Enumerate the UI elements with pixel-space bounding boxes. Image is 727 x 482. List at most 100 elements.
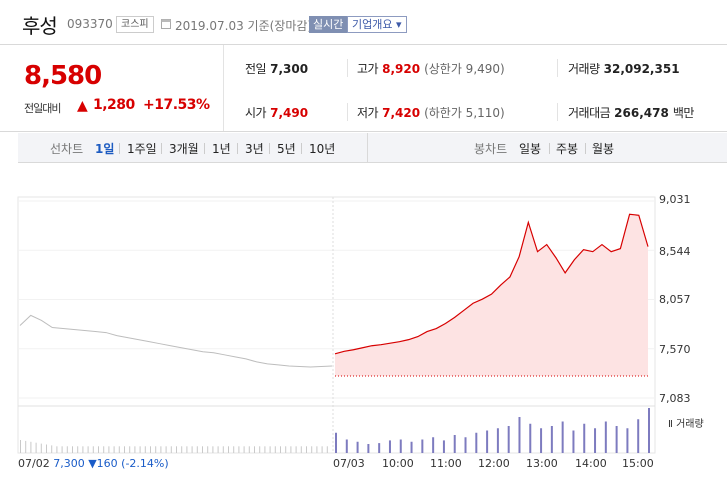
open-value: 7,490	[270, 106, 309, 120]
prev-volume-bar	[207, 446, 209, 453]
y-tick-label: 8,544	[659, 245, 691, 258]
upper-limit: (상한가 9,490)	[424, 62, 505, 76]
volume-bar	[486, 430, 489, 453]
prev-volume-bar	[238, 446, 240, 453]
prev-volume-bar	[108, 446, 110, 453]
prev-volume-bar	[280, 446, 281, 453]
prev-volume-bar	[259, 446, 261, 453]
amount-cell: 거래대금 266,478 백만	[568, 106, 694, 120]
volume-bar	[442, 440, 445, 453]
prev-volume-bar	[316, 446, 318, 453]
change-rate: +17.53%	[143, 97, 210, 113]
prev-volume-bar	[61, 446, 63, 453]
prev-volume-bar	[40, 443, 42, 453]
company-overview-button[interactable]: 기업개요 ▾	[347, 16, 407, 33]
price-area-fill	[335, 214, 648, 377]
volume-bar	[507, 426, 510, 453]
volume-bar	[529, 423, 532, 453]
volume-bar	[367, 444, 370, 453]
prev-volume-bar	[56, 446, 58, 453]
prev-volume-bar	[233, 446, 235, 453]
volume-bar	[561, 421, 564, 453]
volume-bar	[356, 441, 359, 453]
volume-bar	[388, 440, 391, 453]
volume-bar	[583, 423, 586, 453]
low-cell: 저가 7,420 (하한가 5,110)	[357, 106, 505, 120]
prev-volume-bar	[160, 446, 162, 453]
divider	[557, 103, 558, 121]
prev-volume-bar	[165, 446, 167, 453]
tab-monthly-candle[interactable]: 월봉	[592, 142, 615, 156]
prev-volume-bar	[20, 440, 21, 453]
stock-code: 093370	[67, 17, 113, 31]
prev-volume-bar	[51, 445, 53, 453]
prev-volume-bar	[202, 446, 203, 453]
prev-day-price-line	[19, 314, 333, 368]
tab-1week[interactable]: 1주일	[127, 142, 157, 156]
prev-volume-bar	[248, 446, 250, 453]
prev-volume-bar	[103, 446, 105, 453]
current-price-box: 8,580 전일대비 ▲ 1,280 +17.53%	[18, 45, 224, 131]
tab-separator	[269, 143, 270, 154]
volume-bar	[550, 426, 553, 453]
tab-1year[interactable]: 1년	[212, 142, 231, 156]
volume-legend: Ⅱ 거래량	[668, 419, 704, 430]
high-cell: 고가 8,920 (상한가 9,490)	[357, 62, 505, 76]
tab-5years[interactable]: 5년	[277, 142, 296, 156]
x-tick-label: 07/03	[333, 457, 365, 470]
prev-volume-bar	[254, 446, 255, 453]
y-tick-label: 8,057	[659, 293, 691, 306]
volume-bar	[594, 428, 597, 453]
prev-close-value: 7,300	[270, 62, 309, 76]
prev-volume-bar	[150, 446, 151, 453]
prev-volume-bar	[191, 446, 193, 453]
lower-limit: (하한가 5,110)	[424, 106, 505, 120]
prev-volume-bar	[311, 446, 313, 453]
volume-legend-icon: Ⅱ	[668, 419, 673, 430]
prev-volume-bar	[306, 446, 307, 453]
x-tick-label: 15:00	[622, 457, 654, 470]
up-arrow-icon: ▲	[77, 98, 88, 114]
current-price: 8,580	[24, 61, 102, 91]
realtime-button[interactable]: 실시간	[309, 16, 348, 33]
price-line	[334, 213, 649, 355]
prev-volume-bar	[176, 446, 177, 453]
prev-volume-bar	[243, 446, 245, 453]
tab-daily-candle[interactable]: 일봉	[519, 142, 542, 156]
prev-volume-bar	[196, 446, 198, 453]
volume-bar	[496, 428, 499, 453]
prev-volume-bar	[228, 446, 229, 453]
tab-weekly-candle[interactable]: 주봉	[556, 142, 579, 156]
prev-volume-bar	[186, 446, 188, 453]
tab-10years[interactable]: 10년	[309, 142, 336, 156]
prev-volume-bar	[300, 446, 302, 453]
chart-canvas	[17, 196, 656, 454]
prev-volume-bar	[92, 446, 94, 453]
tab-1day[interactable]: 1일	[95, 142, 115, 156]
tab-separator	[119, 143, 120, 154]
volume-bar	[378, 443, 381, 453]
prev-volume-bar	[264, 446, 266, 453]
prev-volume-bar	[134, 446, 136, 453]
prev-volume-bar	[212, 446, 214, 453]
volume-bar	[540, 428, 543, 453]
prev-volume-bar	[87, 446, 89, 453]
tab-group-divider	[367, 133, 368, 163]
x-tick-label: 14:00	[575, 457, 607, 470]
low-value: 7,420	[382, 106, 421, 120]
tab-3years[interactable]: 3년	[245, 142, 264, 156]
prev-volume-bar	[217, 446, 219, 453]
prev-volume-bar	[35, 442, 37, 453]
change-value: 1,280	[93, 97, 135, 113]
tab-separator	[204, 143, 205, 154]
stock-header: 후성 093370 코스피 2019.07.03 기준(장마감) 실시간 기업개…	[0, 0, 727, 44]
prev-volume-bar	[46, 444, 47, 453]
prev-volume-bar	[25, 440, 27, 453]
volume-bar	[518, 417, 521, 453]
divider	[347, 103, 348, 121]
base-date: 2019.07.03 기준(장마감)	[175, 19, 313, 33]
prev-volume-bar	[82, 446, 84, 453]
tab-3months[interactable]: 3개월	[169, 142, 199, 156]
volume-bar	[572, 430, 575, 453]
volume-bar	[410, 441, 413, 453]
